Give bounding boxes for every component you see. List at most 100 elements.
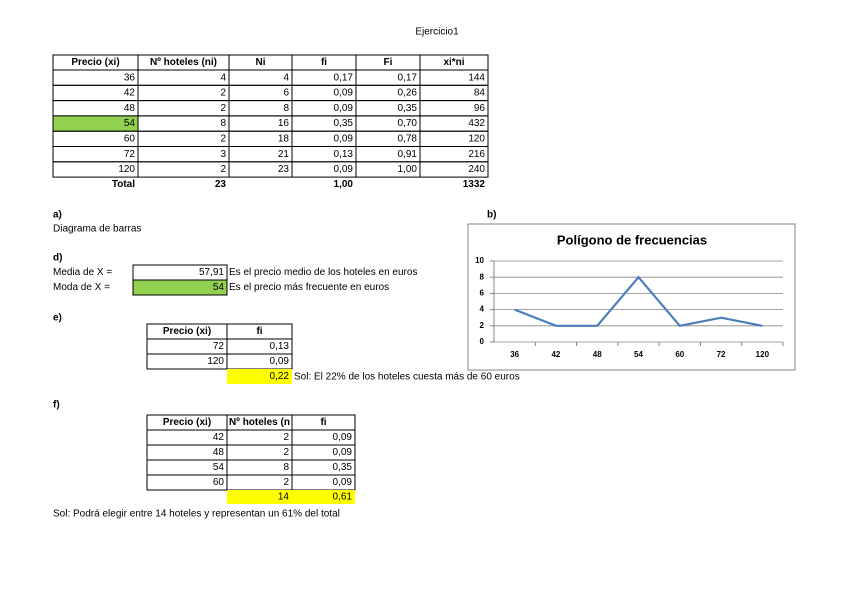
cell-text: 42 — [124, 88, 136, 99]
header-cell: Precio (xi) — [163, 326, 211, 337]
cell-text: 36 — [124, 72, 136, 83]
total-cell: 23 — [215, 179, 227, 190]
cell — [137, 146, 230, 163]
cell-text: 2 — [283, 447, 289, 458]
y-tick-label: 2 — [480, 321, 485, 330]
cell-text: 120 — [118, 164, 135, 175]
row-label: Moda de X = — [53, 282, 110, 293]
header-cell: Precio (xi) — [163, 417, 211, 428]
cell — [137, 69, 230, 86]
cell-text: 0,91 — [398, 149, 418, 160]
header-cell: Precio (xi) — [71, 57, 119, 68]
sum-cell: 0,61 — [333, 492, 353, 503]
cell-text: 0,09 — [334, 164, 354, 175]
cell-text: 54 — [124, 118, 136, 129]
x-tick-label: 42 — [551, 350, 560, 359]
cell-text: 21 — [278, 149, 290, 160]
x-tick-label: 54 — [634, 350, 643, 359]
cell-text: 144 — [468, 72, 485, 83]
cell-text: 4 — [220, 72, 226, 83]
total-cell: 1332 — [463, 179, 486, 190]
chart-title: Polígono de frecuencias — [557, 232, 707, 247]
header-cell: fi — [320, 417, 326, 428]
cell — [227, 490, 292, 504]
cell-text: 18 — [278, 133, 290, 144]
chart-frame — [467, 223, 796, 371]
note: Es el precio medio de los hoteles en eur… — [229, 267, 417, 278]
cell-text: 42 — [213, 432, 225, 443]
x-tick-label: 72 — [717, 350, 726, 359]
cell-text: 0,35 — [333, 462, 353, 473]
cell-text: 0,35 — [398, 103, 418, 114]
total-cell: Total — [112, 179, 135, 190]
sum-cell: 14 — [278, 492, 290, 503]
cell-text: 8 — [283, 103, 289, 114]
section-label: e) — [53, 313, 62, 324]
y-tick-label: 6 — [480, 289, 485, 298]
cell-text: 48 — [124, 103, 136, 114]
cell — [226, 444, 293, 461]
cell — [227, 369, 292, 384]
x-tick-label: 60 — [675, 350, 684, 359]
line-series — [514, 275, 763, 328]
header-cell: fi — [321, 57, 327, 68]
solution: Sol: Podrá elegir entre 14 hoteles y rep… — [53, 509, 340, 520]
cell-text: 1,00 — [398, 164, 418, 175]
cell — [132, 279, 228, 296]
cell-text: 0,09 — [334, 88, 354, 99]
cell-text: 0,09 — [334, 103, 354, 114]
cell-text: 0,17 — [334, 72, 354, 83]
cell-text: 60 — [124, 133, 136, 144]
cell-text: 0,70 — [398, 118, 418, 129]
y-tick-label: 10 — [475, 256, 484, 265]
cell-text: 432 — [468, 118, 485, 129]
cell-text: 0,09 — [333, 432, 353, 443]
header-cell: Ni — [256, 57, 266, 68]
cell-text: 54 — [213, 282, 225, 293]
section-text: Diagrama de barras — [53, 224, 141, 235]
header-cell: fi — [256, 326, 262, 337]
y-tick-label: 8 — [480, 272, 485, 281]
row-label: Media de X = — [53, 267, 112, 278]
cell-text: 96 — [474, 103, 486, 114]
sum-cell: 0,22 — [270, 371, 290, 382]
cell-text: 0,35 — [334, 118, 354, 129]
cell-text: 84 — [474, 88, 486, 99]
y-tick-label: 0 — [480, 337, 485, 346]
cell-text: 48 — [213, 447, 225, 458]
cell — [137, 115, 230, 132]
cell-text: 2 — [283, 432, 289, 443]
cell-text: 0,09 — [333, 447, 353, 458]
section-label: d) — [53, 253, 62, 264]
sheet-title: Ejercicio1 — [415, 27, 459, 38]
cell-text: 72 — [124, 149, 136, 160]
cell-text: 2 — [220, 133, 226, 144]
solution: Sol: El 22% de los hoteles cuesta más de… — [294, 372, 520, 383]
cell-text: 23 — [278, 164, 290, 175]
cell-text: 2 — [220, 164, 226, 175]
cell-text: 0,09 — [270, 356, 290, 367]
header-cell: Fi — [384, 57, 393, 68]
cell — [226, 474, 293, 491]
note: Es el precio más frecuente en euros — [229, 282, 389, 293]
header-cell: xi*ni — [443, 57, 464, 68]
cell — [292, 490, 355, 504]
cell-text: 120 — [207, 356, 224, 367]
cell-text: 0,09 — [334, 133, 354, 144]
x-tick-label: 120 — [756, 350, 770, 359]
cell-text: 240 — [468, 164, 485, 175]
total-cell: 1,00 — [334, 179, 354, 190]
cell-text: 2 — [220, 88, 226, 99]
cell — [419, 161, 489, 178]
cell-text: 8 — [283, 462, 289, 473]
cell-text: 8 — [220, 118, 226, 129]
x-tick-label: 36 — [510, 350, 519, 359]
cell — [226, 459, 293, 476]
cell — [137, 130, 230, 147]
cell-text: 54 — [213, 462, 225, 473]
cell-text: 6 — [283, 88, 289, 99]
cell-text: 16 — [278, 118, 290, 129]
cell-text: 120 — [468, 133, 485, 144]
header-cell: Nº hoteles (n — [229, 417, 290, 428]
